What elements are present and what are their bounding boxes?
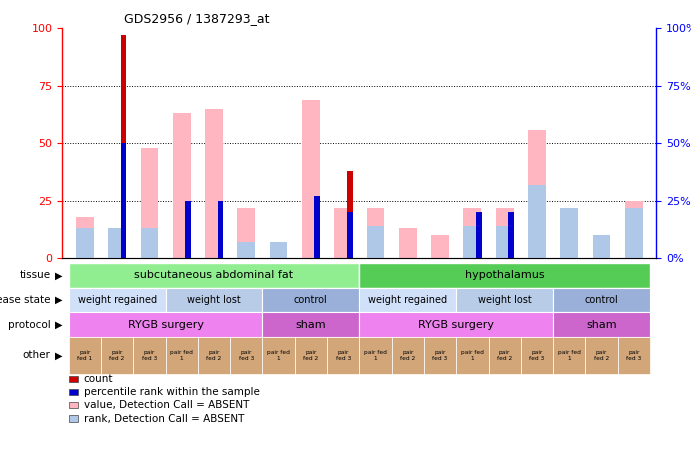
- Text: pair
fed 2: pair fed 2: [303, 350, 319, 361]
- Bar: [464, 226, 481, 258]
- Text: value, Detection Call = ABSENT: value, Detection Call = ABSENT: [84, 400, 249, 410]
- Bar: [108, 228, 126, 258]
- Bar: [625, 201, 643, 258]
- Text: pair
fed 3: pair fed 3: [626, 350, 641, 361]
- Text: control: control: [294, 295, 328, 305]
- Bar: [476, 212, 482, 258]
- Text: control: control: [585, 295, 618, 305]
- Text: rank, Detection Call = ABSENT: rank, Detection Call = ABSENT: [84, 413, 244, 424]
- Text: pair
fed 2: pair fed 2: [109, 350, 124, 361]
- Text: protocol: protocol: [8, 319, 50, 330]
- Bar: [302, 100, 320, 258]
- Text: weight regained: weight regained: [368, 295, 447, 305]
- Text: ▶: ▶: [55, 270, 63, 281]
- Text: pair
fed 2: pair fed 2: [400, 350, 415, 361]
- Text: pair fed
1: pair fed 1: [267, 350, 290, 361]
- Bar: [464, 208, 481, 258]
- Bar: [508, 212, 514, 258]
- Text: weight lost: weight lost: [477, 295, 531, 305]
- Bar: [269, 242, 287, 258]
- Text: percentile rank within the sample: percentile rank within the sample: [84, 387, 260, 397]
- Text: pair fed
1: pair fed 1: [170, 350, 193, 361]
- Text: pair fed
1: pair fed 1: [461, 350, 484, 361]
- Text: pair
fed 2: pair fed 2: [207, 350, 222, 361]
- Text: tissue: tissue: [19, 270, 50, 281]
- Bar: [560, 208, 578, 258]
- Text: ▶: ▶: [55, 350, 63, 361]
- Bar: [399, 228, 417, 258]
- Bar: [334, 208, 352, 258]
- Bar: [140, 148, 158, 258]
- Text: ▶: ▶: [55, 295, 63, 305]
- Text: pair
fed 3: pair fed 3: [336, 350, 351, 361]
- Bar: [593, 236, 610, 258]
- Text: hypothalamus: hypothalamus: [465, 270, 545, 281]
- Bar: [121, 143, 126, 258]
- Text: RYGB surgery: RYGB surgery: [418, 319, 494, 330]
- Bar: [76, 228, 94, 258]
- Text: pair
fed 2: pair fed 2: [497, 350, 512, 361]
- Text: pair
fed 2: pair fed 2: [594, 350, 609, 361]
- Text: other: other: [23, 350, 50, 361]
- Bar: [560, 208, 578, 258]
- Text: ▶: ▶: [55, 319, 63, 330]
- Bar: [367, 226, 384, 258]
- Bar: [76, 217, 94, 258]
- Bar: [218, 201, 223, 258]
- Bar: [528, 129, 546, 258]
- Text: pair
fed 3: pair fed 3: [433, 350, 448, 361]
- Bar: [205, 109, 223, 258]
- Bar: [593, 245, 610, 258]
- Bar: [140, 228, 158, 258]
- Text: pair
fed 3: pair fed 3: [529, 350, 545, 361]
- Bar: [185, 201, 191, 258]
- Bar: [528, 185, 546, 258]
- Text: pair
fed 1: pair fed 1: [77, 350, 93, 361]
- Text: pair fed
1: pair fed 1: [364, 350, 387, 361]
- Text: pair
fed 3: pair fed 3: [238, 350, 254, 361]
- Text: count: count: [84, 374, 113, 384]
- Text: subcutaneous abdominal fat: subcutaneous abdominal fat: [135, 270, 294, 281]
- Bar: [625, 208, 643, 258]
- Text: weight lost: weight lost: [187, 295, 241, 305]
- Bar: [367, 208, 384, 258]
- Text: disease state: disease state: [0, 295, 50, 305]
- Bar: [121, 36, 126, 258]
- Text: weight regained: weight regained: [77, 295, 157, 305]
- Bar: [238, 208, 255, 258]
- Text: GDS2956 / 1387293_at: GDS2956 / 1387293_at: [124, 12, 270, 25]
- Bar: [495, 208, 513, 258]
- Text: pair
fed 3: pair fed 3: [142, 350, 157, 361]
- Bar: [495, 226, 513, 258]
- Bar: [347, 212, 352, 258]
- Text: sham: sham: [296, 319, 326, 330]
- Text: pair fed
1: pair fed 1: [558, 350, 580, 361]
- Bar: [347, 171, 352, 258]
- Bar: [431, 236, 449, 258]
- Bar: [269, 242, 287, 258]
- Bar: [314, 196, 320, 258]
- Bar: [238, 242, 255, 258]
- Text: RYGB surgery: RYGB surgery: [128, 319, 204, 330]
- Bar: [173, 113, 191, 258]
- Text: sham: sham: [586, 319, 617, 330]
